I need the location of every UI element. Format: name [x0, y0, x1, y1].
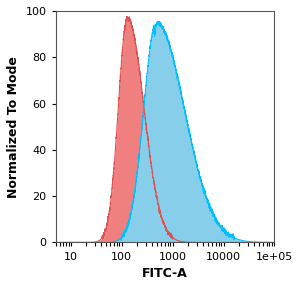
Y-axis label: Normalized To Mode: Normalized To Mode — [7, 56, 20, 198]
X-axis label: FITC-A: FITC-A — [142, 267, 188, 280]
